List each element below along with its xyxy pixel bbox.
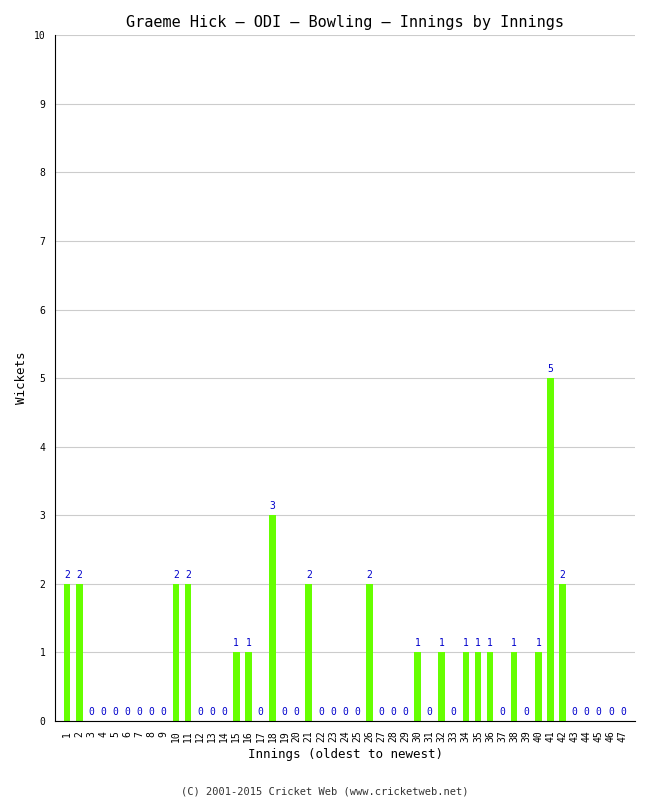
Text: 2: 2 xyxy=(185,570,191,580)
Bar xyxy=(414,653,421,721)
Text: 1: 1 xyxy=(233,638,239,648)
Text: 0: 0 xyxy=(281,707,287,717)
Text: 0: 0 xyxy=(197,707,203,717)
Text: 0: 0 xyxy=(354,707,360,717)
Text: 1: 1 xyxy=(487,638,493,648)
Text: 1: 1 xyxy=(512,638,517,648)
Text: 0: 0 xyxy=(221,707,227,717)
Text: 2: 2 xyxy=(560,570,566,580)
Bar xyxy=(269,515,276,721)
Text: 1: 1 xyxy=(475,638,481,648)
Text: 0: 0 xyxy=(391,707,396,717)
Text: 0: 0 xyxy=(88,707,94,717)
Text: 0: 0 xyxy=(523,707,529,717)
Text: 0: 0 xyxy=(378,707,384,717)
Bar xyxy=(64,584,70,721)
Text: 0: 0 xyxy=(402,707,408,717)
Bar xyxy=(366,584,372,721)
Text: 1: 1 xyxy=(463,638,469,648)
Bar xyxy=(487,653,493,721)
Bar xyxy=(438,653,445,721)
Text: 1: 1 xyxy=(246,638,252,648)
Bar xyxy=(474,653,481,721)
Text: 0: 0 xyxy=(330,707,336,717)
Text: 0: 0 xyxy=(112,707,118,717)
Text: 1: 1 xyxy=(439,638,445,648)
Text: (C) 2001-2015 Cricket Web (www.cricketweb.net): (C) 2001-2015 Cricket Web (www.cricketwe… xyxy=(181,786,469,796)
Text: 0: 0 xyxy=(571,707,577,717)
Title: Graeme Hick – ODI – Bowling – Innings by Innings: Graeme Hick – ODI – Bowling – Innings by… xyxy=(126,15,564,30)
Text: 5: 5 xyxy=(547,364,553,374)
Text: 0: 0 xyxy=(100,707,107,717)
Text: 0: 0 xyxy=(149,707,155,717)
Bar xyxy=(185,584,191,721)
Text: 0: 0 xyxy=(209,707,215,717)
Text: 2: 2 xyxy=(306,570,312,580)
Bar xyxy=(306,584,312,721)
Bar xyxy=(463,653,469,721)
Text: 1: 1 xyxy=(415,638,421,648)
Text: 0: 0 xyxy=(426,707,432,717)
Bar xyxy=(559,584,566,721)
Bar xyxy=(547,378,554,721)
Bar xyxy=(535,653,541,721)
Text: 0: 0 xyxy=(620,707,626,717)
Text: 2: 2 xyxy=(64,570,70,580)
Y-axis label: Wickets: Wickets xyxy=(15,352,28,405)
Bar xyxy=(76,584,83,721)
Bar xyxy=(233,653,240,721)
Text: 0: 0 xyxy=(596,707,602,717)
Bar xyxy=(245,653,252,721)
Text: 0: 0 xyxy=(451,707,457,717)
X-axis label: Innings (oldest to newest): Innings (oldest to newest) xyxy=(248,748,443,761)
Bar xyxy=(172,584,179,721)
Text: 0: 0 xyxy=(318,707,324,717)
Text: 3: 3 xyxy=(270,501,276,511)
Text: 0: 0 xyxy=(257,707,263,717)
Text: 2: 2 xyxy=(366,570,372,580)
Text: 2: 2 xyxy=(76,570,82,580)
Bar xyxy=(511,653,517,721)
Text: 0: 0 xyxy=(136,707,142,717)
Text: 0: 0 xyxy=(161,707,166,717)
Text: 1: 1 xyxy=(536,638,541,648)
Text: 2: 2 xyxy=(173,570,179,580)
Text: 0: 0 xyxy=(584,707,590,717)
Text: 0: 0 xyxy=(294,707,300,717)
Text: 0: 0 xyxy=(342,707,348,717)
Text: 0: 0 xyxy=(499,707,505,717)
Text: 0: 0 xyxy=(125,707,131,717)
Text: 0: 0 xyxy=(608,707,614,717)
